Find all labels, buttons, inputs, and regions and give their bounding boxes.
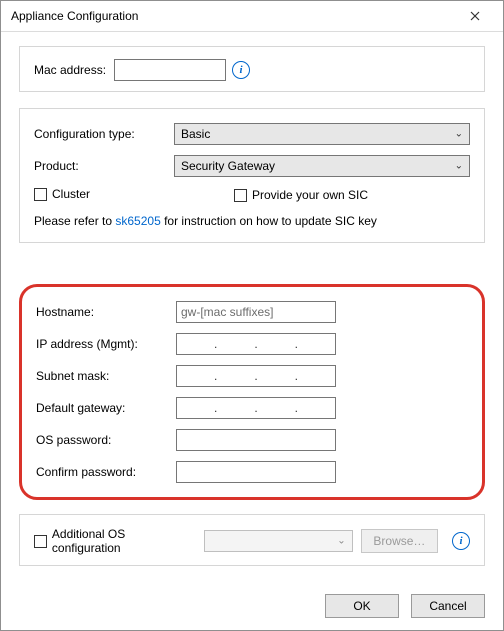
product-select[interactable]: Security Gateway ⌄ xyxy=(174,155,470,177)
cancel-button[interactable]: Cancel xyxy=(411,594,485,618)
additional-group: Additional OS configuration ⌄ Browse… i xyxy=(19,514,485,566)
ip-input[interactable]: ... xyxy=(176,333,336,355)
hostname-label: Hostname: xyxy=(36,305,176,319)
chevron-down-icon: ⌄ xyxy=(337,536,345,547)
subnet-label: Subnet mask: xyxy=(36,369,176,383)
browse-button: Browse… xyxy=(361,529,439,553)
gateway-input[interactable]: ... xyxy=(176,397,336,419)
chevron-down-icon: ⌄ xyxy=(455,129,463,140)
additional-file-select: ⌄ xyxy=(204,530,353,552)
cluster-label: Cluster xyxy=(52,187,90,201)
confirm-password-input[interactable] xyxy=(176,461,336,483)
info-icon[interactable]: i xyxy=(232,61,250,79)
os-password-input[interactable] xyxy=(176,429,336,451)
sk-link[interactable]: sk65205 xyxy=(115,214,160,228)
checkbox-box-icon xyxy=(34,535,47,548)
info-icon[interactable]: i xyxy=(452,532,470,550)
checkbox-box-icon xyxy=(34,188,47,201)
provide-sic-label: Provide your own SIC xyxy=(252,188,368,202)
product-value: Security Gateway xyxy=(181,159,275,173)
hostname-input[interactable] xyxy=(176,301,336,323)
ospw-label: OS password: xyxy=(36,433,176,447)
appliance-config-dialog: Appliance Configuration Mac address: i C… xyxy=(0,0,504,631)
sic-instruction: Please refer to sk65205 for instruction … xyxy=(34,214,470,228)
config-type-label: Configuration type: xyxy=(34,127,174,141)
close-button[interactable] xyxy=(455,1,495,31)
mac-group: Mac address: i xyxy=(19,46,485,92)
titlebar: Appliance Configuration xyxy=(1,1,503,32)
gateway-label: Default gateway: xyxy=(36,401,176,415)
cluster-cell: Cluster xyxy=(34,187,174,204)
subnet-input[interactable]: ... xyxy=(176,365,336,387)
dialog-body: Mac address: i Configuration type: Basic… xyxy=(1,32,503,630)
product-label: Product: xyxy=(34,159,174,173)
additional-os-checkbox[interactable]: Additional OS configuration xyxy=(34,527,196,555)
dialog-footer: OK Cancel xyxy=(19,594,485,618)
ok-button[interactable]: OK xyxy=(325,594,399,618)
config-group: Configuration type: Basic ⌄ Product: Sec… xyxy=(19,108,485,243)
checkbox-box-icon xyxy=(234,189,247,202)
provide-sic-checkbox[interactable]: Provide your own SIC xyxy=(234,188,368,202)
cluster-checkbox[interactable]: Cluster xyxy=(34,187,90,201)
window-title: Appliance Configuration xyxy=(11,9,455,23)
config-type-value: Basic xyxy=(181,127,210,141)
mac-input[interactable] xyxy=(114,59,226,81)
close-icon xyxy=(470,11,480,21)
additional-os-label: Additional OS configuration xyxy=(52,527,196,555)
confirmpw-label: Confirm password: xyxy=(36,465,176,479)
network-fields-group: Hostname: IP address (Mgmt): ... Subnet … xyxy=(19,284,485,500)
config-type-select[interactable]: Basic ⌄ xyxy=(174,123,470,145)
mac-label: Mac address: xyxy=(34,63,114,77)
chevron-down-icon: ⌄ xyxy=(455,161,463,172)
ip-label: IP address (Mgmt): xyxy=(36,337,176,351)
